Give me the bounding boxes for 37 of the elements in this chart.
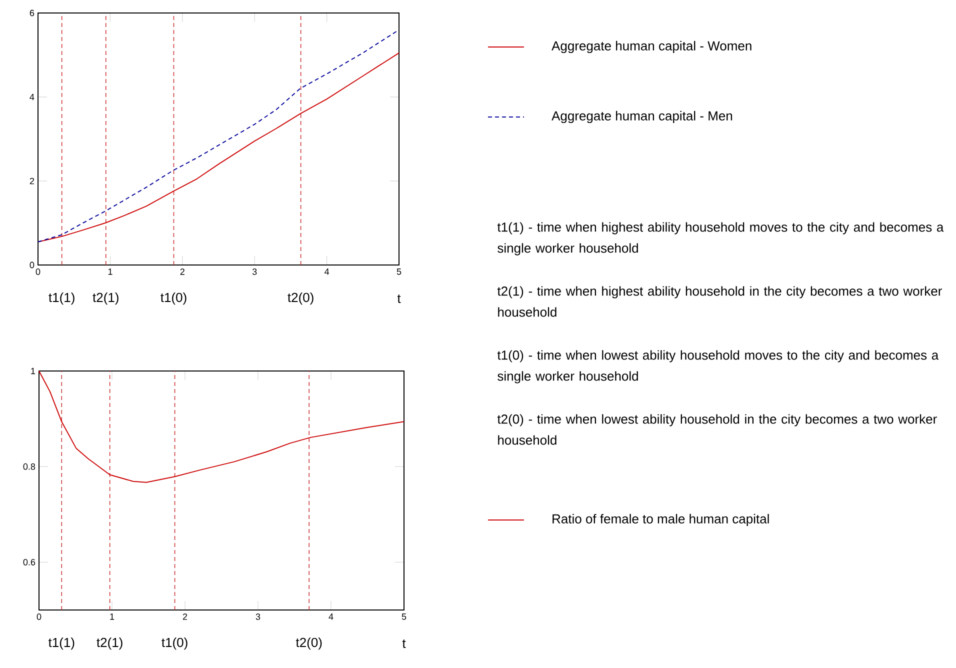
x-tick-label: 4 bbox=[324, 268, 330, 275]
ref-line-label: t2(0) bbox=[296, 638, 322, 650]
y-tick-label: 0.8 bbox=[23, 463, 36, 470]
x-tick-label: 2 bbox=[182, 614, 188, 620]
x-axis-title: t bbox=[397, 294, 401, 304]
line-series bbox=[38, 370, 404, 483]
y-tick-label: 4 bbox=[30, 94, 34, 100]
x-tick-label: 5 bbox=[396, 268, 402, 275]
legend-label: Aggregate human capital - Women bbox=[552, 40, 752, 54]
text: t1(0) - time when lowest ability household moves to the city and becomes a single worker household bbox=[497, 350, 939, 384]
x-tick-label: 0 bbox=[36, 268, 40, 275]
text: t2(1) - time when highest ability household in the city becomes a two worker household bbox=[497, 286, 942, 317]
x-tick-label: 0 bbox=[36, 614, 42, 620]
legend-label: Aggregate human capital - Men bbox=[552, 110, 732, 124]
ref-line-label: t2(1) bbox=[96, 638, 122, 650]
ref-line-label: t2(1) bbox=[92, 292, 118, 305]
y-tick-label: 2 bbox=[30, 178, 34, 184]
y-tick-label: 1 bbox=[31, 368, 36, 374]
ref-line-label: t1(0) bbox=[160, 292, 186, 305]
text: t1(1) - time when highest ability household moves to the city and becomes a single worker household bbox=[497, 222, 944, 256]
y-tick-label: 6 bbox=[30, 10, 34, 16]
ref-line-label: t1(1) bbox=[48, 292, 74, 305]
x-tick-label: 2 bbox=[180, 268, 184, 275]
x-tick-label: 1 bbox=[108, 268, 112, 275]
x-tick-label: 3 bbox=[256, 614, 260, 620]
ref-line-label: t1(0) bbox=[162, 638, 188, 650]
x-tick-label: 1 bbox=[110, 614, 114, 620]
x-tick-label: 4 bbox=[328, 614, 334, 620]
x-axis-title: t bbox=[402, 640, 406, 648]
text: t2(0) - time when lowest ability household in the city becomes a two worker household bbox=[497, 414, 937, 445]
y-tick-label: 0 bbox=[30, 262, 34, 268]
legend-label: Ratio of female to male human capital bbox=[552, 514, 769, 526]
y-tick-label: 0.6 bbox=[23, 559, 36, 566]
x-tick-label: 5 bbox=[402, 614, 406, 620]
x-tick-label: 3 bbox=[252, 268, 257, 275]
ref-line-label: t1(1) bbox=[48, 638, 74, 650]
ref-line-label: t2(0) bbox=[288, 292, 314, 305]
